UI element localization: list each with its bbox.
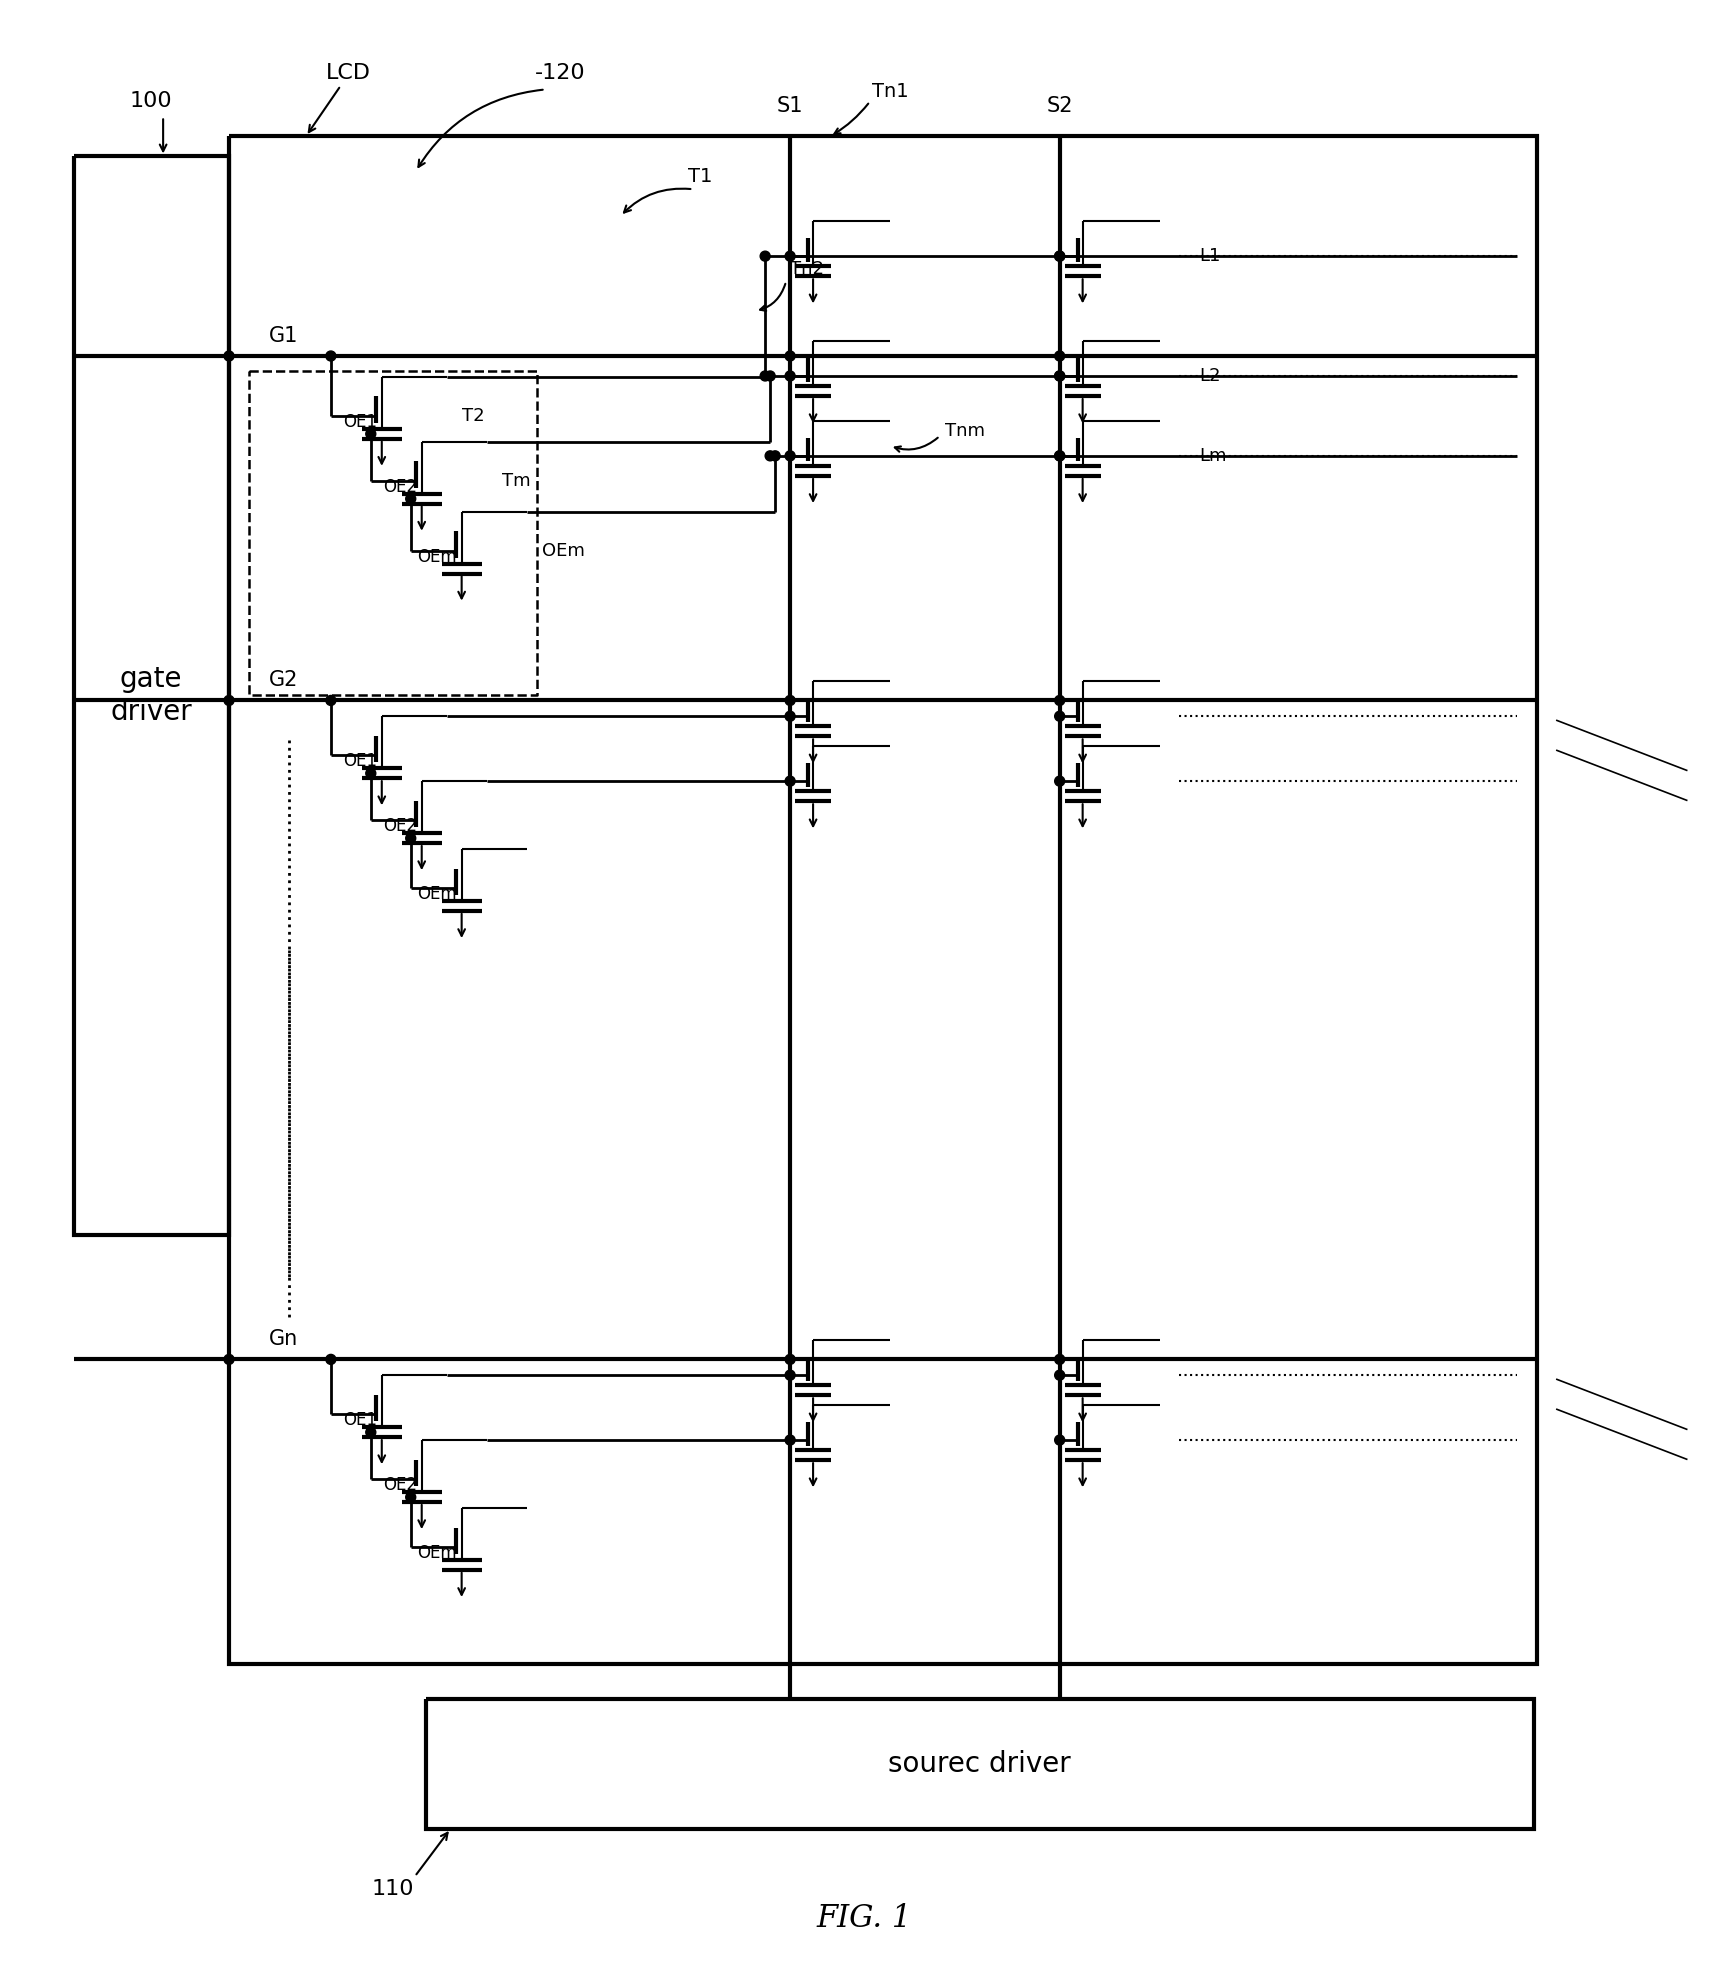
Circle shape (785, 1369, 795, 1379)
Circle shape (1055, 371, 1065, 381)
Circle shape (761, 251, 769, 261)
Text: OE2: OE2 (382, 818, 417, 836)
Circle shape (785, 695, 795, 706)
Text: OE1: OE1 (342, 751, 377, 771)
Text: L2: L2 (1200, 367, 1221, 385)
Text: Gn: Gn (270, 1330, 297, 1350)
Circle shape (325, 351, 335, 361)
Circle shape (325, 1354, 335, 1364)
Circle shape (761, 371, 769, 381)
Text: S1: S1 (776, 96, 804, 116)
Text: G2: G2 (270, 671, 299, 691)
Circle shape (785, 251, 795, 261)
Circle shape (1055, 695, 1065, 706)
Circle shape (225, 1354, 233, 1364)
Circle shape (766, 371, 775, 381)
Text: T2: T2 (462, 406, 484, 426)
Circle shape (1055, 1434, 1065, 1446)
Text: FIG. 1: FIG. 1 (816, 1903, 911, 1935)
Circle shape (1055, 451, 1065, 461)
Circle shape (1055, 251, 1065, 261)
Circle shape (1055, 451, 1065, 461)
Circle shape (367, 1426, 375, 1438)
Text: OEm: OEm (541, 542, 584, 559)
Circle shape (785, 351, 795, 361)
Text: 100: 100 (130, 92, 173, 112)
Text: OE2: OE2 (382, 479, 417, 496)
Circle shape (785, 712, 795, 722)
Circle shape (785, 1434, 795, 1446)
FancyArrowPatch shape (896, 438, 937, 451)
Circle shape (1055, 777, 1065, 787)
Circle shape (325, 695, 335, 706)
Text: Tnm: Tnm (944, 422, 986, 439)
Text: G1: G1 (270, 326, 299, 345)
Text: 110: 110 (372, 1878, 413, 1899)
Text: S2: S2 (1046, 96, 1074, 116)
Text: gate
driver: gate driver (111, 665, 192, 726)
Circle shape (1055, 371, 1065, 381)
Circle shape (785, 1354, 795, 1364)
FancyArrowPatch shape (418, 90, 543, 167)
Circle shape (225, 351, 233, 361)
Text: Tn2: Tn2 (790, 261, 825, 279)
Text: LCD: LCD (327, 63, 372, 84)
Text: OE1: OE1 (342, 1411, 377, 1428)
FancyArrowPatch shape (624, 188, 690, 212)
Text: -120: -120 (536, 63, 586, 84)
Text: OEm: OEm (417, 547, 456, 565)
Circle shape (367, 769, 375, 779)
Circle shape (406, 494, 415, 504)
Circle shape (1055, 1354, 1065, 1364)
Circle shape (406, 1493, 415, 1503)
Circle shape (367, 430, 375, 439)
Text: OE1: OE1 (342, 412, 377, 432)
Circle shape (225, 695, 233, 706)
Circle shape (1055, 1369, 1065, 1379)
Text: sourec driver: sourec driver (889, 1750, 1072, 1778)
Text: L1: L1 (1200, 247, 1221, 265)
Circle shape (1055, 351, 1065, 361)
Text: OE2: OE2 (382, 1475, 417, 1495)
Text: Tm: Tm (501, 471, 531, 490)
Text: Tn1: Tn1 (871, 82, 908, 100)
Text: T1: T1 (688, 167, 712, 186)
Circle shape (785, 777, 795, 787)
Text: OEm: OEm (417, 1544, 456, 1562)
Circle shape (766, 451, 775, 461)
Circle shape (785, 451, 795, 461)
FancyArrowPatch shape (761, 284, 785, 310)
Text: Lm: Lm (1200, 447, 1228, 465)
FancyArrowPatch shape (835, 104, 868, 133)
Circle shape (1055, 251, 1065, 261)
Circle shape (785, 371, 795, 381)
Text: OEm: OEm (417, 885, 456, 903)
Circle shape (406, 834, 415, 844)
Circle shape (1055, 712, 1065, 722)
Circle shape (769, 451, 780, 461)
